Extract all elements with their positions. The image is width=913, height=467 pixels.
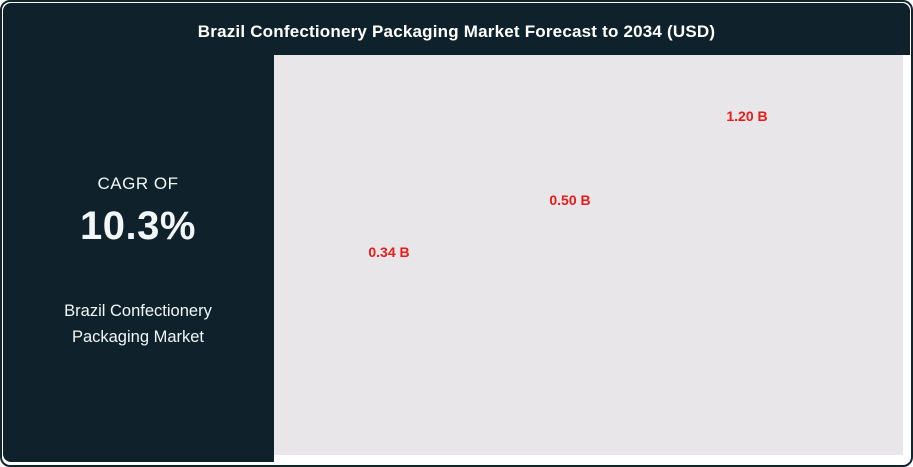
cagr-sidebar: CAGR OF 10.3% Brazil Confectionery Packa… — [2, 2, 274, 465]
cagr-label: CAGR OF — [97, 174, 179, 193]
market-name-line1: Brazil Confectionery — [64, 302, 212, 320]
page-title: Brazil Confectionery Packaging Market Fo… — [197, 22, 716, 41]
market-name: Brazil Confectionery Packaging Market — [2, 298, 274, 350]
bar-data-label-2024: 0.34 B — [368, 244, 410, 260]
cagr-value: 10.3% — [80, 204, 196, 248]
bar-data-label-2034: 1.20 B — [726, 108, 768, 124]
bar-data-label-mid: 0.50 B — [549, 192, 591, 208]
chart-plot-area — [274, 55, 903, 455]
chart-region — [274, 55, 910, 462]
market-name-line2: Packaging Market — [71, 328, 205, 346]
